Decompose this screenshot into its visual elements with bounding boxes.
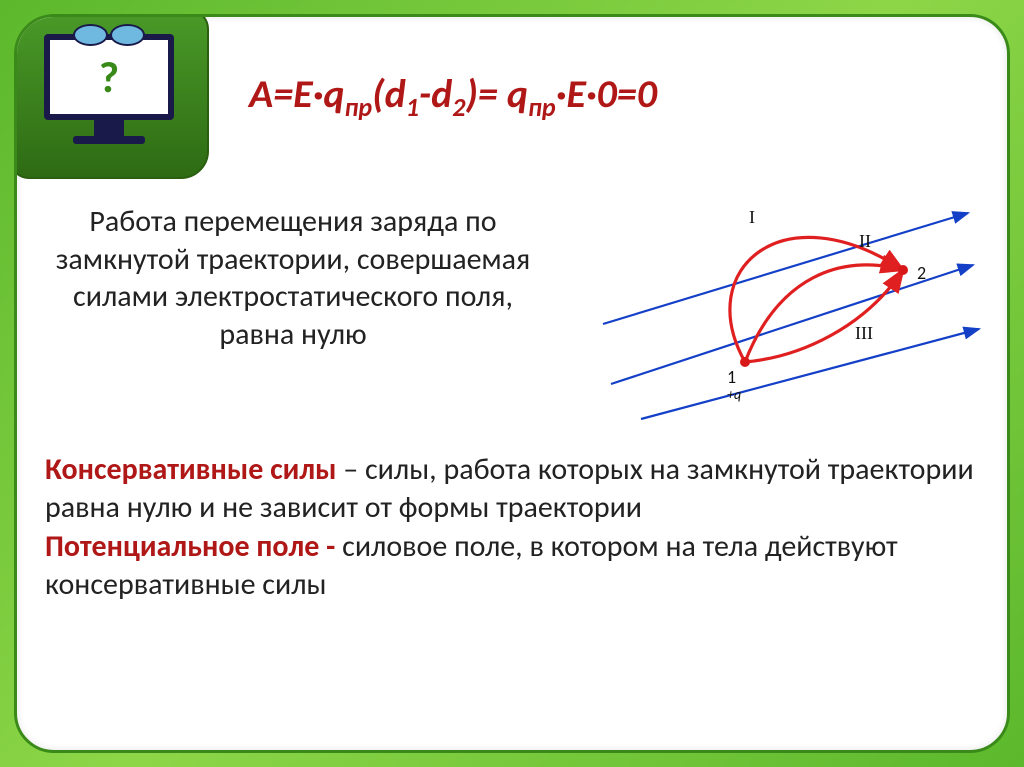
question-icon-box: ? [14,14,209,179]
monitor-icon: ? [39,34,179,154]
monitor-base [73,136,145,144]
goggles-icon [73,24,145,46]
slide-inner: ? A=E·qпр(d1-d2)= qпр·E·0=0 Работа перем… [14,14,1010,753]
svg-text:II: II [859,231,871,251]
term-potential-field: Потенциальное поле - [45,528,335,565]
svg-text:+q: +q [727,386,741,403]
svg-text:I: I [749,207,755,227]
field-paths-diagram: IIIIII12+q [573,179,983,429]
monitor-stand [94,120,124,136]
svg-text:III: III [855,323,873,343]
definitions-block: Консервативные силы – силы, работа котор… [45,451,985,605]
slide-outer: ? A=E·qпр(d1-d2)= qпр·E·0=0 Работа перем… [0,0,1024,767]
formula-text: A=E·qпр(d1-d2)= qпр·E·0=0 [249,69,989,123]
monitor-screen: ? [44,34,174,120]
paragraph-closed-path: Работа перемещения заряда по замкнутой т… [43,203,543,353]
svg-text:1: 1 [727,366,736,388]
term-conservative-forces: Консервативные силы [45,451,336,488]
svg-text:2: 2 [917,262,926,284]
question-mark-icon: ? [99,50,119,104]
